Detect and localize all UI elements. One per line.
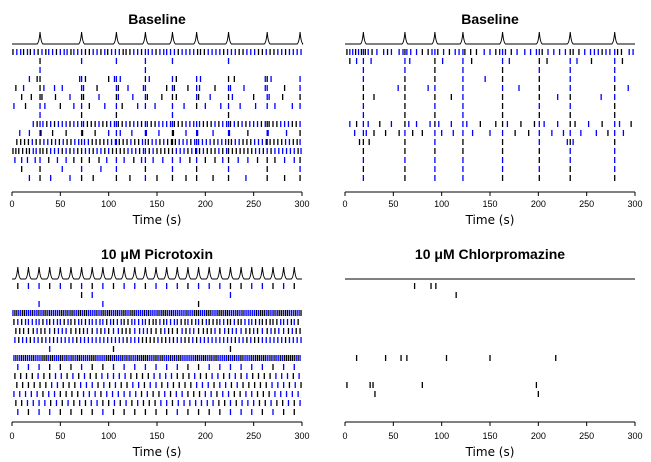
summary-trace (345, 31, 635, 45)
panel-title: 10 μM Chlorpromazine (415, 246, 565, 262)
x-tick-label: 100 (101, 199, 116, 209)
x-tick-label: 50 (388, 431, 398, 441)
x-tick-label: 250 (579, 431, 594, 441)
panel-title: 10 μM Picrotoxin (101, 246, 213, 262)
x-tick-label: 200 (198, 431, 213, 441)
x-tick-label: 300 (627, 199, 642, 209)
x-tick-label: 150 (149, 199, 164, 209)
panel-title: Baseline (128, 11, 186, 27)
raster-panel-3: 10 μM Picrotoxin 0 50 100 150 200 250 300 Time (… (9, 246, 309, 459)
x-tick-label: 50 (55, 431, 65, 441)
x-tick-label: 150 (149, 431, 164, 441)
x-tick-label: 150 (482, 431, 497, 441)
raster-panel-1: Baseline 0 50 100 150 200 250 300 Time (s) (9, 11, 309, 227)
x-tick-label: 200 (531, 431, 546, 441)
x-tick-label: 250 (246, 431, 261, 441)
x-tick-label: 250 (579, 199, 594, 209)
x-tick-label: 150 (482, 199, 497, 209)
x-tick-label: 300 (294, 431, 309, 441)
x-tick-label: 0 (342, 199, 347, 209)
x-tick-label: 200 (198, 199, 213, 209)
x-tick-label: 50 (388, 199, 398, 209)
raster-panel-2: Baseline 0 50 100 150 200 250 300 Time (s) (342, 11, 642, 227)
x-tick-label: 300 (627, 431, 642, 441)
x-tick-label: 0 (9, 431, 14, 441)
summary-trace (12, 31, 304, 45)
raster-panel-4: 10 μM Chlorpromazine 0 50 100 150 200 250 300 Ti… (342, 246, 642, 459)
x-tick-label: 100 (434, 431, 449, 441)
x-tick-label: 200 (531, 199, 546, 209)
summary-trace (12, 266, 302, 280)
x-tick-label: 100 (101, 431, 116, 441)
x-tick-label: 300 (294, 199, 309, 209)
x-tick-label: 250 (246, 199, 261, 209)
x-tick-label: 100 (434, 199, 449, 209)
x-tick-label: 0 (9, 199, 14, 209)
x-axis-label: Time (s) (465, 213, 515, 227)
x-axis-label: Time (s) (465, 445, 515, 459)
x-tick-label: 0 (342, 431, 347, 441)
x-axis-label: Time (s) (132, 445, 182, 459)
x-axis-label: Time (s) (132, 213, 182, 227)
x-tick-label: 50 (55, 199, 65, 209)
panel-title: Baseline (461, 11, 519, 27)
